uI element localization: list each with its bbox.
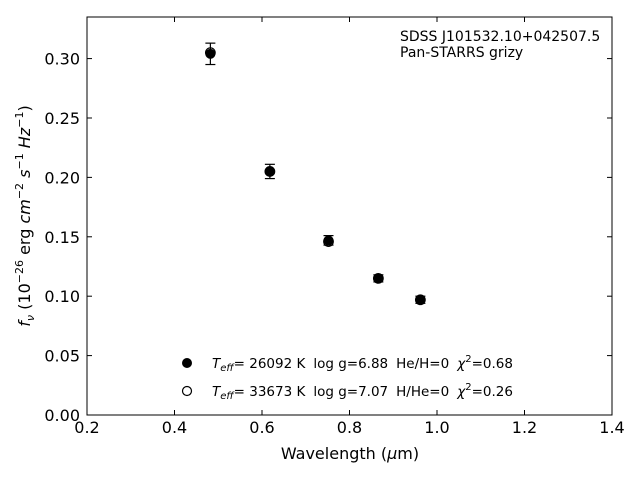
x-tick-label: 1.4 (599, 418, 624, 437)
data-point-filled (323, 235, 334, 246)
data-point-filled (205, 48, 216, 59)
y-axis-label: fν (10−26 erg cm−2 s−1 Hz−1) (13, 105, 37, 326)
data-point-filled (373, 273, 384, 284)
x-tick-label: 0.2 (74, 418, 99, 437)
x-tick-label: 0.6 (249, 418, 274, 437)
y-tick-label: 0.00 (44, 406, 80, 425)
data-point-filled (415, 294, 426, 305)
annotation-line-1: SDSS J101532.10+042507.5 (400, 29, 600, 45)
y-tick-label: 0.20 (44, 168, 80, 187)
y-tick-label: 0.10 (44, 287, 80, 306)
data-point-filled (264, 166, 275, 177)
chart-annotation: SDSS J101532.10+042507.5 Pan-STARRS griz… (400, 29, 600, 61)
y-tick-label: 0.25 (44, 109, 80, 128)
series-open-circles (204, 47, 426, 306)
x-axis-label: Wavelength (μm) (281, 444, 419, 463)
y-axis-ticks: 0.00 0.05 0.10 0.15 0.20 0.25 0.30 (44, 50, 612, 425)
legend-marker-open (181, 385, 193, 397)
legend-marker-filled (182, 358, 192, 368)
x-tick-label: 1.2 (512, 418, 537, 437)
series-filled-circles (205, 42, 426, 305)
y-tick-label: 0.30 (44, 50, 80, 69)
annotation-line-2: Pan-STARRS grizy (400, 45, 523, 61)
x-tick-label: 1.0 (424, 418, 449, 437)
y-tick-label: 0.15 (44, 228, 80, 247)
y-tick-label: 0.05 (44, 347, 80, 366)
x-tick-label: 0.8 (337, 418, 362, 437)
x-axis-ticks: 0.2 0.4 0.6 0.8 1.0 1.2 1.4 (74, 17, 625, 437)
x-tick-label: 0.4 (162, 418, 187, 437)
